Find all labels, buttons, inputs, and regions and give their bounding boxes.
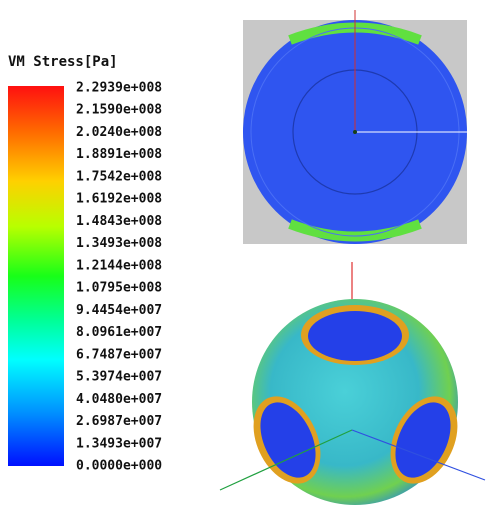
legend-label: 1.4843e+008 [76, 214, 162, 229]
colorbar [8, 86, 64, 466]
legend-label: 6.7487e+007 [76, 347, 162, 362]
legend-label: 4.0480e+007 [76, 392, 162, 407]
legend-label: 0.0000e+000 [76, 459, 162, 474]
legend-label: 8.0961e+007 [76, 325, 162, 340]
legend-label: 1.8891e+008 [76, 147, 162, 162]
legend-label: 5.3974e+007 [76, 370, 162, 385]
top-render [243, 10, 480, 244]
legend-label: 1.7542e+008 [76, 169, 162, 184]
legend-label: 2.0240e+008 [76, 125, 162, 140]
legend-label: 1.3493e+008 [76, 236, 162, 251]
legend-label: 9.4454e+007 [76, 303, 162, 318]
legend-label: 1.3493e+007 [76, 436, 162, 451]
legend-label: 1.0795e+008 [76, 281, 162, 296]
legend-label: 1.2144e+008 [76, 258, 162, 273]
legend-title: VM Stress[Pa] [8, 54, 118, 70]
legend-label: 1.6192e+008 [76, 192, 162, 207]
iso-render [220, 262, 485, 505]
legend-label: 2.2939e+008 [76, 81, 162, 96]
screenshot: VM Stress[Pa] 2.2939e+008 2.1590e+008 2.02… [0, 0, 487, 514]
legend-label: 2.6987e+007 [76, 414, 162, 429]
legend-label: 2.1590e+008 [76, 103, 162, 118]
